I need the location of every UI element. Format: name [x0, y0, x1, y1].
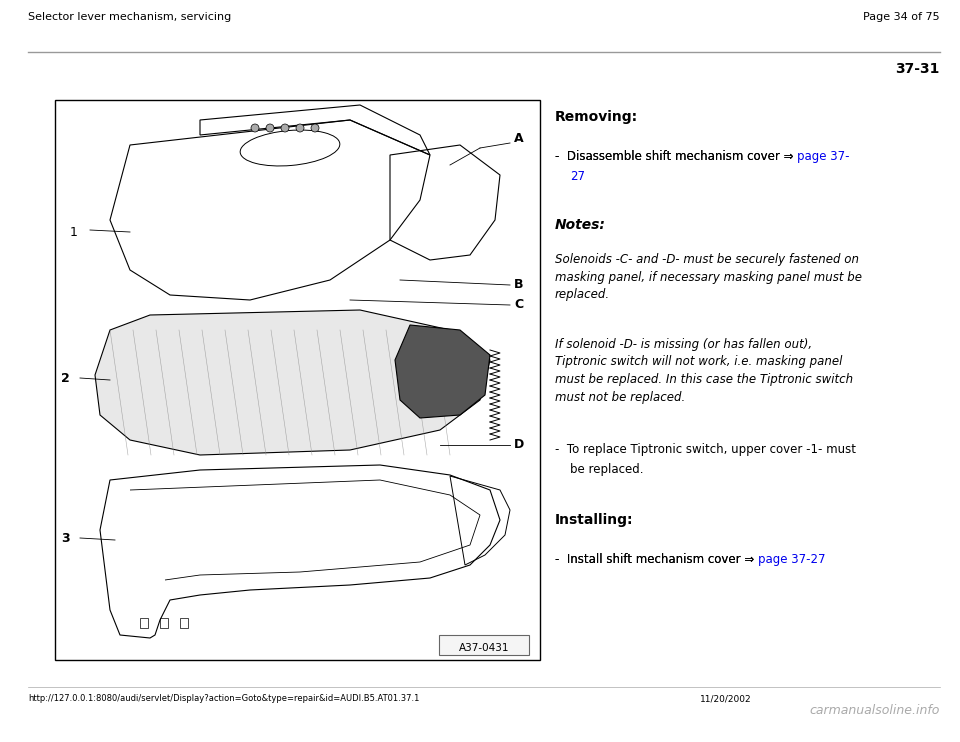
Text: page 37-: page 37-: [797, 150, 850, 163]
Text: be replaced.: be replaced.: [555, 463, 643, 476]
Text: 11/20/2002: 11/20/2002: [700, 694, 752, 703]
Text: 37-31: 37-31: [896, 62, 940, 76]
Text: -  Disassemble shift mechanism cover ⇒: - Disassemble shift mechanism cover ⇒: [555, 150, 797, 163]
Bar: [140, 618, 148, 628]
Circle shape: [266, 124, 274, 132]
Text: 3: 3: [61, 531, 70, 545]
Text: Page 34 of 75: Page 34 of 75: [863, 12, 940, 22]
Text: -  Disassemble shift mechanism cover ⇒: - Disassemble shift mechanism cover ⇒: [555, 150, 797, 163]
Text: Installing:: Installing:: [555, 513, 634, 527]
Polygon shape: [95, 310, 490, 455]
Text: page 37-27: page 37-27: [758, 553, 826, 566]
Text: carmanualsoline.info: carmanualsoline.info: [809, 704, 940, 717]
Text: D: D: [514, 439, 524, 451]
FancyBboxPatch shape: [439, 635, 529, 655]
Circle shape: [251, 124, 259, 132]
Polygon shape: [395, 325, 490, 418]
Text: 1: 1: [70, 226, 78, 238]
Circle shape: [311, 124, 319, 132]
Text: Removing:: Removing:: [555, 110, 638, 124]
Circle shape: [296, 124, 304, 132]
Text: 27: 27: [570, 170, 585, 183]
Bar: [180, 618, 188, 628]
Bar: [160, 618, 168, 628]
Bar: [55, 100, 540, 660]
Text: A37-0431: A37-0431: [459, 643, 509, 653]
Text: B: B: [514, 278, 523, 292]
Text: C: C: [514, 298, 523, 312]
Text: Selector lever mechanism, servicing: Selector lever mechanism, servicing: [28, 12, 231, 22]
Text: A: A: [514, 131, 523, 145]
Text: -  Install shift mechanism cover ⇒: - Install shift mechanism cover ⇒: [555, 553, 758, 566]
Text: 2: 2: [61, 372, 70, 384]
Text: Solenoids -C- and -D- must be securely fastened on
masking panel, if necessary m: Solenoids -C- and -D- must be securely f…: [555, 253, 862, 301]
Text: -  Install shift mechanism cover ⇒: - Install shift mechanism cover ⇒: [555, 553, 758, 566]
Circle shape: [281, 124, 289, 132]
Text: If solenoid -D- is missing (or has fallen out),
Tiptronic switch will not work, : If solenoid -D- is missing (or has falle…: [555, 338, 853, 404]
Text: Notes:: Notes:: [555, 218, 606, 232]
Text: http://127.0.0.1:8080/audi/servlet/Display?action=Goto&type=repair&id=AUDI.B5.AT: http://127.0.0.1:8080/audi/servlet/Displ…: [28, 694, 420, 703]
Text: -  To replace Tiptronic switch, upper cover -1- must: - To replace Tiptronic switch, upper cov…: [555, 443, 856, 456]
